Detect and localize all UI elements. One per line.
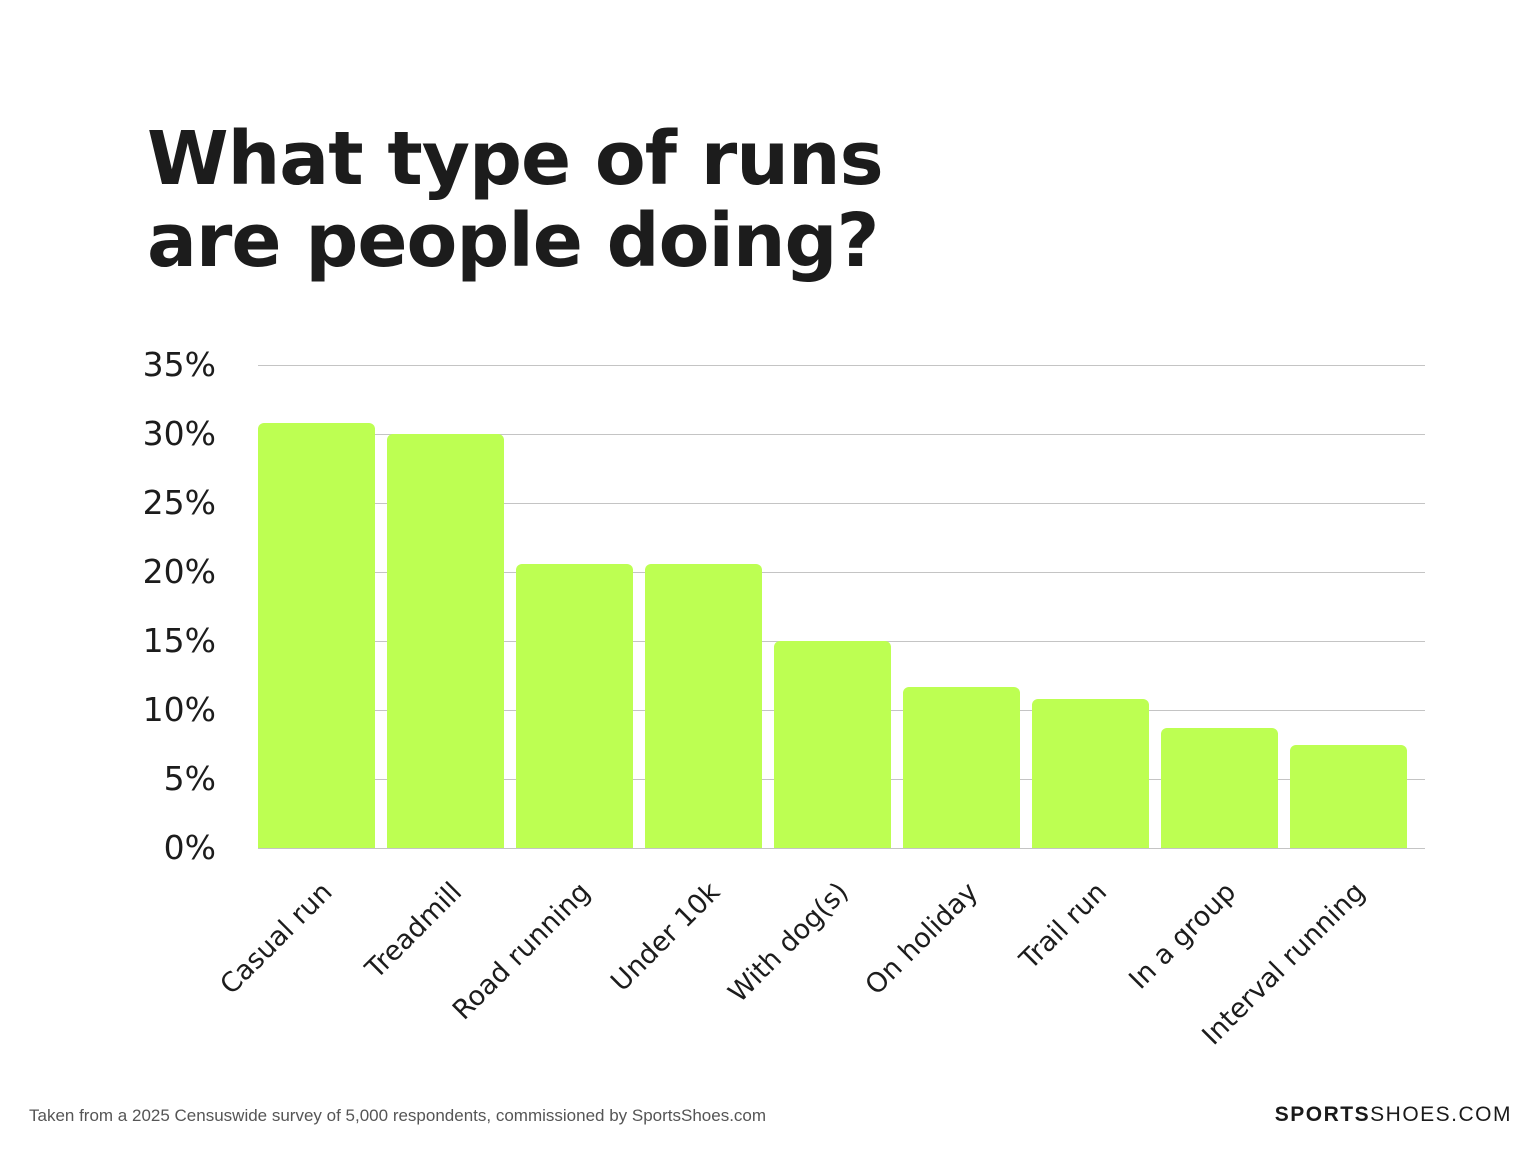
- chart-title-line-1: What type of runs: [147, 116, 884, 202]
- bar-treadmill: [387, 434, 504, 848]
- bar-under-10k: [645, 563, 762, 848]
- y-axis-tick-label: 0%: [163, 828, 216, 867]
- bar-in-a-group: [1161, 727, 1278, 848]
- x-axis-tick-label: In a group: [1123, 876, 1243, 996]
- gridline: [258, 365, 1425, 366]
- x-axis-tick-label: Casual run: [214, 876, 339, 1001]
- x-axis-tick-label: Treadmill: [359, 876, 469, 985]
- brand-logo: SPORTSSHOES.COM: [1275, 1103, 1512, 1127]
- x-axis-tick-label: On holiday: [859, 876, 985, 1002]
- bar-on-holiday: [903, 686, 1020, 848]
- gridline: [258, 848, 1425, 849]
- x-axis-tick-label: With dog(s): [722, 876, 855, 1009]
- gridline: [258, 572, 1425, 573]
- bar-with-dog-s: [774, 641, 891, 848]
- x-axis-tick-label: Under 10k: [605, 876, 727, 998]
- bar-road-running: [516, 563, 633, 848]
- y-axis-tick-label: 5%: [163, 759, 216, 798]
- y-axis-tick-label: 10%: [142, 690, 216, 729]
- y-axis-tick-label: 30%: [142, 414, 216, 453]
- x-axis-tick-label: Road running: [446, 876, 597, 1027]
- bar-chart-plot-area: 0% 5% 10% 15% 20% 25% 30% 35%: [143, 347, 1425, 866]
- chart-title: What type of runs are people doing?: [147, 116, 884, 284]
- y-axis-tick-label: 35%: [142, 345, 216, 384]
- gridline: [258, 503, 1425, 504]
- x-axis-tick-label: Trail run: [1013, 876, 1114, 976]
- source-note: Taken from a 2025 Censuswide survey of 5…: [29, 1106, 767, 1125]
- brand-logo-regular: SHOES.COM: [1370, 1103, 1512, 1126]
- bar-interval-running: [1290, 744, 1407, 848]
- y-axis-tick-label: 25%: [142, 483, 216, 522]
- brand-logo-bold: SPORTS: [1274, 1103, 1371, 1126]
- chart-title-line-2: are people doing?: [147, 198, 879, 284]
- bar-trail-run: [1032, 698, 1149, 848]
- y-axis-tick-label: 15%: [142, 621, 216, 660]
- bar-casual-run: [258, 422, 375, 848]
- y-axis-tick-label: 20%: [142, 552, 216, 591]
- gridline: [258, 434, 1425, 435]
